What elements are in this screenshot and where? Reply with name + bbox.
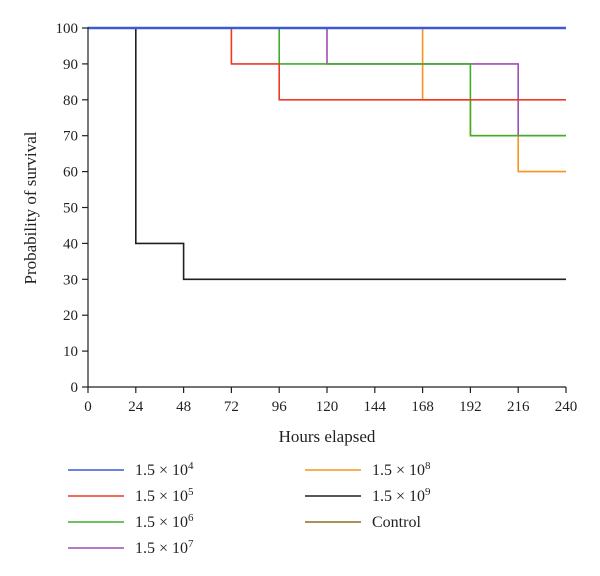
legend-item-4: 1.5 × 107 <box>68 538 194 557</box>
x-tick-label: 24 <box>128 399 144 415</box>
legend-label: 1.5 × 107 <box>135 538 194 557</box>
y-tick-label: 60 <box>63 165 78 181</box>
legend-item-6: 1.5 × 109 <box>305 486 431 505</box>
legend-label: 1.5 × 104 <box>135 460 194 479</box>
series-line-6 <box>88 27 566 281</box>
y-tick-label: 40 <box>63 236 78 252</box>
y-tick-label: 90 <box>63 57 78 73</box>
x-tick-label: 240 <box>555 399 578 415</box>
x-tick-label: 120 <box>316 399 339 415</box>
x-tick-label: 192 <box>459 399 482 415</box>
x-tick-label: 0 <box>84 399 92 415</box>
y-tick-label: 50 <box>63 201 78 217</box>
y-tick-label: 80 <box>63 93 78 109</box>
y-tick-label: 20 <box>63 308 78 324</box>
series-lines <box>88 26 566 281</box>
y-tick-label: 100 <box>56 21 79 37</box>
legend-item-5: 1.5 × 108 <box>305 460 431 479</box>
series-line-4 <box>88 27 566 137</box>
x-tick-label: 96 <box>272 399 288 415</box>
legend-label: 1.5 × 108 <box>372 460 431 479</box>
y-tick-label: 70 <box>63 129 78 145</box>
y-tick-label: 0 <box>71 380 79 396</box>
legend-item-2: 1.5 × 105 <box>68 486 194 505</box>
x-axis-label: Hours elapsed <box>279 427 376 446</box>
y-tick-label: 10 <box>63 344 78 360</box>
x-tick-label: 72 <box>224 399 239 415</box>
x-tick-label: 48 <box>176 399 191 415</box>
axes: 0 24 48 72 96 120 144 168 192 216 240 0 10 20 30 40 50 60… <box>56 21 578 415</box>
legend-item-7: Control <box>305 514 421 531</box>
legend-label: 1.5 × 109 <box>372 486 431 505</box>
x-tick-label: 144 <box>364 399 387 415</box>
legend-label: 1.5 × 106 <box>135 512 194 531</box>
legend: 1.5 × 104 1.5 × 105 1.5 × 106 1.5 × 107 1.5 … <box>68 460 431 557</box>
x-tick-label: 168 <box>411 399 434 415</box>
legend-label: 1.5 × 105 <box>135 486 194 505</box>
y-axis-label: Probability of survival <box>21 131 40 284</box>
legend-item-3: 1.5 × 106 <box>68 512 194 531</box>
y-tick-label: 30 <box>63 272 78 288</box>
legend-item-1: 1.5 × 104 <box>68 460 194 479</box>
legend-label: Control <box>372 514 421 531</box>
x-tick-label: 216 <box>507 399 530 415</box>
